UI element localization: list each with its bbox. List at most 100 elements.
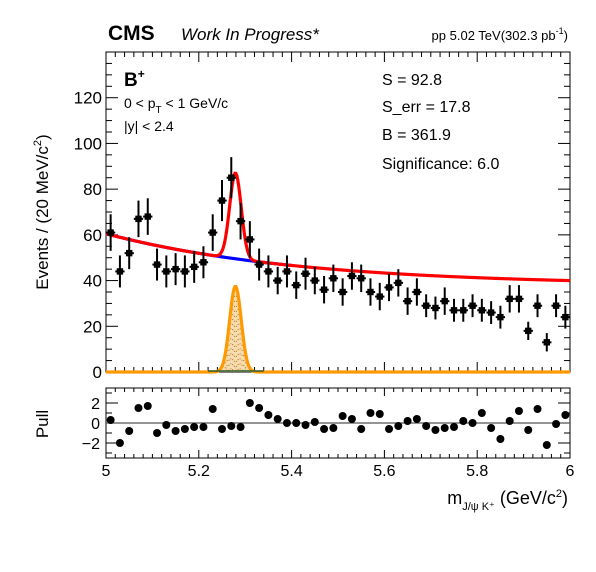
pull-point xyxy=(357,425,366,433)
signal-fit-curve xyxy=(106,284,570,374)
signal-hatch-dot xyxy=(241,359,243,361)
data-point-marker xyxy=(422,302,430,309)
pull-point xyxy=(106,416,115,424)
data-point-marker xyxy=(450,307,458,314)
data-point-marker xyxy=(302,270,309,277)
data-point xyxy=(291,271,301,299)
pull-point xyxy=(412,415,421,423)
signal-hatch-dot xyxy=(230,353,232,355)
main-y-tick-label: 40 xyxy=(83,272,102,291)
data-point xyxy=(115,255,125,288)
data-point-marker xyxy=(543,339,550,346)
pull-point xyxy=(125,427,134,435)
pull-y-tick-label: 2 xyxy=(91,396,100,413)
data-point-marker xyxy=(209,229,216,236)
signal-hatch-dot xyxy=(239,363,241,365)
data-point xyxy=(319,276,329,304)
data-point xyxy=(198,246,209,279)
signal-hatch-dot xyxy=(226,355,228,357)
pt-cut-label: 0 < pT < 1 GeV/c xyxy=(124,95,228,116)
main-y-tick-label: 0 xyxy=(93,363,102,382)
signal-hatch-dot xyxy=(237,359,239,361)
signal-hatch-dot xyxy=(228,364,230,366)
signal-hatch-dot xyxy=(228,359,230,361)
data-point-marker xyxy=(506,295,513,303)
signal-hatch-dot xyxy=(226,365,228,367)
data-point-marker xyxy=(469,302,476,309)
pull-point xyxy=(524,426,533,434)
data-point xyxy=(133,200,144,238)
pull-point xyxy=(338,412,347,420)
data-point-marker xyxy=(552,302,560,309)
data-point xyxy=(217,180,227,222)
signal-hatch-dot xyxy=(232,334,234,336)
signal-hatch-dot xyxy=(237,354,239,356)
main-axes: 0 20 40 60 80 100 120 xyxy=(74,52,571,382)
data-point xyxy=(412,278,422,306)
signal-hatch-dot xyxy=(239,343,241,345)
signal-hatch-dot xyxy=(237,314,239,316)
data-point xyxy=(458,298,468,322)
data-point xyxy=(560,305,570,329)
signal-hatch-dot xyxy=(239,368,241,370)
data-point-marker xyxy=(404,297,411,305)
data-point-marker xyxy=(441,297,448,305)
data-point-marker xyxy=(330,275,337,282)
signal-hatch-dot xyxy=(235,330,237,332)
data-point xyxy=(143,198,153,235)
data-point xyxy=(245,221,255,258)
signal-hatch-dot xyxy=(235,355,237,357)
data-point xyxy=(226,157,236,199)
signal-hatch-dot xyxy=(235,305,237,307)
data-point xyxy=(375,282,385,311)
signal-hatch-dot xyxy=(230,348,232,350)
data-point-marker xyxy=(413,288,421,296)
signal-hatch-dot xyxy=(235,340,237,342)
pull-point xyxy=(403,417,412,425)
pull-point xyxy=(208,405,217,413)
data-points-layer xyxy=(106,157,570,352)
pull-point xyxy=(496,435,505,443)
data-point xyxy=(152,248,162,281)
signal-hatch-dot xyxy=(235,320,237,322)
pull-axes: −2 0 2 5 5.2 5.4 5.6 5.8 6 xyxy=(82,388,575,480)
pull-points-layer xyxy=(106,399,570,449)
data-point-marker xyxy=(395,279,402,287)
data-point xyxy=(542,333,552,352)
signal-hatch-dot xyxy=(237,329,239,331)
status-label: Work In Progress* xyxy=(181,25,320,44)
signal-hatch-dot xyxy=(233,340,236,342)
signal-hatch-dot xyxy=(241,364,243,366)
signal-hatch-dot xyxy=(230,338,232,340)
signal-hatch-dot xyxy=(233,330,236,332)
signal-hatch-dot xyxy=(243,365,245,367)
data-point-marker xyxy=(534,302,541,309)
pull-point xyxy=(514,407,523,415)
stat-significance: Significance: 6.0 xyxy=(382,156,500,173)
data-point xyxy=(106,214,116,251)
pull-point xyxy=(310,418,319,426)
data-point xyxy=(170,253,181,286)
data-point-marker xyxy=(460,307,467,314)
data-point xyxy=(328,264,338,292)
pull-point xyxy=(153,429,162,437)
data-point xyxy=(180,255,190,288)
pull-point xyxy=(199,423,208,431)
signal-fill-layer xyxy=(189,286,283,372)
pull-point xyxy=(347,415,356,423)
data-point-marker xyxy=(283,268,291,275)
x-tick-label: 5 xyxy=(102,463,111,480)
signal-hatch-dot xyxy=(239,338,241,340)
signal-hatch-dot xyxy=(228,349,230,351)
data-point-marker xyxy=(246,236,254,243)
pull-point xyxy=(459,417,468,425)
data-point-marker xyxy=(163,268,170,275)
stat-signal-error: S_err = 17.8 xyxy=(382,99,471,116)
pull-point xyxy=(450,423,458,431)
data-point xyxy=(551,294,561,318)
main-y-tick-label: 20 xyxy=(83,317,102,336)
signal-hatch-dot xyxy=(230,343,232,345)
x-tick-label: 5.2 xyxy=(188,463,210,480)
experiment-label: CMS xyxy=(108,22,155,45)
data-point xyxy=(365,278,376,306)
